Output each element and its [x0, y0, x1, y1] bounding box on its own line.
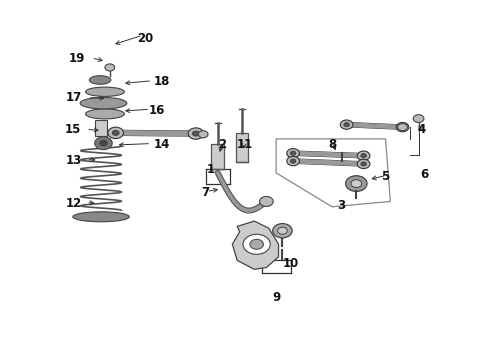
Circle shape [350, 180, 361, 188]
Circle shape [286, 157, 299, 166]
Circle shape [340, 120, 352, 129]
Text: 4: 4 [417, 123, 425, 136]
Text: 2: 2 [218, 138, 226, 151]
Circle shape [399, 125, 405, 129]
Circle shape [357, 159, 369, 168]
Text: 7: 7 [201, 186, 209, 199]
Circle shape [192, 131, 199, 136]
Text: 11: 11 [236, 138, 252, 151]
Circle shape [286, 149, 299, 158]
Circle shape [243, 234, 270, 254]
Circle shape [108, 127, 123, 139]
Text: 13: 13 [65, 154, 81, 167]
Circle shape [188, 128, 203, 139]
Circle shape [105, 64, 115, 71]
Circle shape [95, 137, 112, 150]
Text: 18: 18 [153, 75, 170, 88]
Circle shape [272, 224, 291, 238]
Text: 5: 5 [381, 170, 389, 183]
Circle shape [249, 239, 263, 249]
Bar [211, 144, 224, 169]
Text: 8: 8 [327, 138, 335, 151]
Circle shape [397, 123, 407, 131]
Text: 20: 20 [137, 32, 153, 45]
Circle shape [357, 151, 369, 160]
Circle shape [198, 131, 207, 138]
Text: 14: 14 [153, 138, 170, 151]
Circle shape [345, 176, 366, 192]
Text: 12: 12 [65, 197, 81, 210]
Text: 9: 9 [271, 291, 280, 305]
Polygon shape [232, 221, 278, 269]
Circle shape [360, 162, 366, 166]
Text: 15: 15 [65, 123, 81, 136]
Circle shape [100, 140, 107, 146]
Circle shape [277, 227, 287, 234]
Bar [235, 133, 248, 162]
Polygon shape [276, 139, 389, 207]
Circle shape [112, 130, 119, 135]
Bar [95, 120, 107, 136]
Circle shape [259, 197, 273, 206]
Circle shape [290, 159, 295, 163]
Circle shape [412, 114, 423, 122]
Text: 10: 10 [282, 257, 298, 270]
Ellipse shape [85, 109, 124, 119]
Text: 6: 6 [419, 168, 427, 181]
Ellipse shape [73, 212, 129, 222]
Text: 1: 1 [206, 163, 214, 176]
Text: 17: 17 [65, 91, 81, 104]
Ellipse shape [89, 76, 111, 84]
Circle shape [395, 122, 408, 132]
Text: 19: 19 [68, 52, 85, 65]
Circle shape [360, 154, 366, 158]
Text: 16: 16 [148, 104, 165, 117]
Ellipse shape [85, 87, 124, 96]
Circle shape [290, 151, 295, 155]
Ellipse shape [80, 98, 126, 109]
Circle shape [343, 122, 349, 127]
Text: 3: 3 [337, 198, 345, 212]
